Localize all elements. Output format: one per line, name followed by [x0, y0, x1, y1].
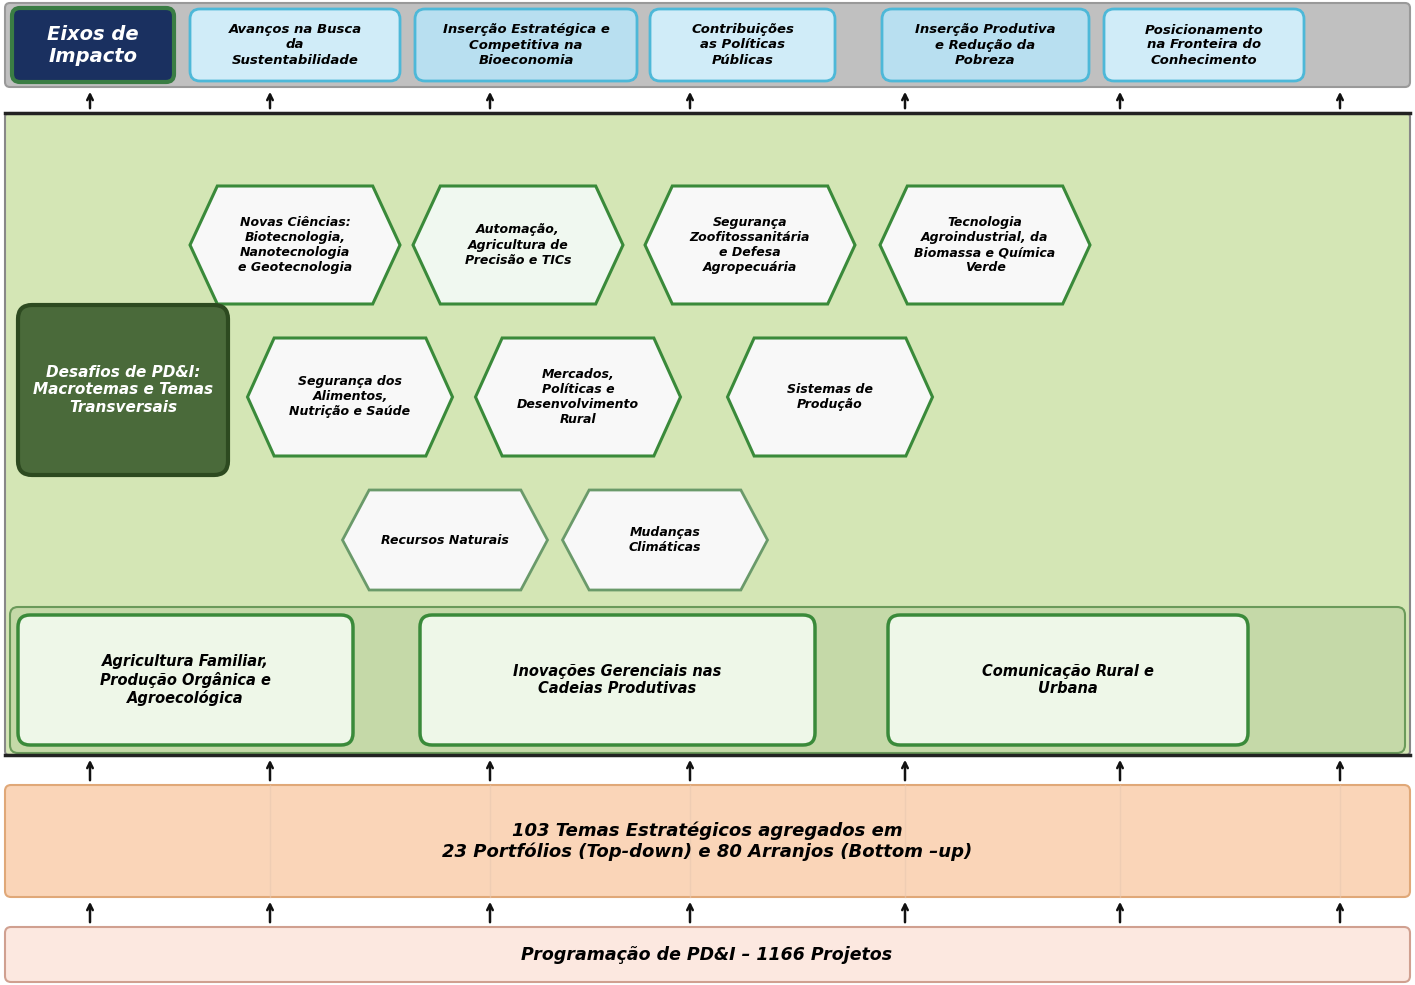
FancyBboxPatch shape	[889, 615, 1248, 745]
Text: Contribuições
as Políticas
Públicas: Contribuições as Políticas Públicas	[691, 24, 794, 67]
Polygon shape	[880, 186, 1090, 304]
Polygon shape	[563, 490, 767, 590]
FancyBboxPatch shape	[18, 615, 352, 745]
Text: Tecnologia
Agroindustrial, da
Biomassa e Química
Verde: Tecnologia Agroindustrial, da Biomassa e…	[914, 216, 1056, 274]
Polygon shape	[342, 490, 548, 590]
Text: Agricultura Familiar,
Produção Orgânica e
Agroecológica: Agricultura Familiar, Produção Orgânica …	[100, 654, 270, 706]
Text: Inserção Produtiva
e Redução da
Pobreza: Inserção Produtiva e Redução da Pobreza	[916, 24, 1056, 67]
Text: Segurança dos
Alimentos,
Nutrição e Saúde: Segurança dos Alimentos, Nutrição e Saúd…	[290, 375, 410, 419]
Text: Eixos de
Impacto: Eixos de Impacto	[47, 25, 139, 65]
FancyBboxPatch shape	[190, 9, 400, 81]
FancyBboxPatch shape	[18, 305, 228, 475]
Text: Segurança
Zoofitossanitária
e Defesa
Agropecuária: Segurança Zoofitossanitária e Defesa Agr…	[691, 216, 811, 274]
Text: Automação,
Agricultura de
Precisão e TICs: Automação, Agricultura de Precisão e TIC…	[464, 224, 572, 267]
Polygon shape	[727, 338, 932, 456]
Polygon shape	[248, 338, 453, 456]
Text: Inovações Gerenciais nas
Cadeias Produtivas: Inovações Gerenciais nas Cadeias Produti…	[514, 664, 722, 696]
Text: Programação de PD&I – 1166 Projetos: Programação de PD&I – 1166 Projetos	[522, 946, 893, 963]
Text: Inserção Estratégica e
Competitiva na
Bioeconomia: Inserção Estratégica e Competitiva na Bi…	[443, 24, 610, 67]
FancyBboxPatch shape	[6, 3, 1409, 87]
Polygon shape	[190, 186, 400, 304]
Text: Comunicação Rural e
Urbana: Comunicação Rural e Urbana	[982, 664, 1155, 696]
FancyBboxPatch shape	[420, 615, 815, 745]
Polygon shape	[413, 186, 623, 304]
Text: Mudanças
Climáticas: Mudanças Climáticas	[628, 526, 702, 554]
FancyBboxPatch shape	[6, 927, 1409, 982]
FancyBboxPatch shape	[6, 785, 1409, 897]
Text: Desafios de PD&I:
Macrotemas e Temas
Transversais: Desafios de PD&I: Macrotemas e Temas Tra…	[33, 365, 214, 415]
FancyBboxPatch shape	[882, 9, 1090, 81]
Text: Recursos Naturais: Recursos Naturais	[381, 534, 509, 547]
FancyBboxPatch shape	[6, 113, 1409, 755]
Text: Novas Ciências:
Biotecnologia,
Nanotecnologia
e Geotecnologia: Novas Ciências: Biotecnologia, Nanotecno…	[238, 216, 352, 274]
Text: 103 Temas Estratégicos agregados em
23 Portfólios (Top-down) e 80 Arranjos (Bott: 103 Temas Estratégicos agregados em 23 P…	[441, 821, 972, 861]
FancyBboxPatch shape	[415, 9, 637, 81]
Text: Avanços na Busca
da
Sustentabilidade: Avanços na Busca da Sustentabilidade	[228, 24, 362, 67]
Polygon shape	[475, 338, 681, 456]
Text: Posicionamento
na Fronteira do
Conhecimento: Posicionamento na Fronteira do Conhecime…	[1145, 24, 1264, 67]
FancyBboxPatch shape	[649, 9, 835, 81]
FancyBboxPatch shape	[1104, 9, 1305, 81]
FancyBboxPatch shape	[10, 607, 1405, 753]
FancyBboxPatch shape	[11, 8, 174, 82]
Text: Mercados,
Políticas e
Desenvolvimento
Rural: Mercados, Políticas e Desenvolvimento Ru…	[516, 368, 640, 426]
Text: Sistemas de
Produção: Sistemas de Produção	[787, 383, 873, 411]
Polygon shape	[645, 186, 855, 304]
